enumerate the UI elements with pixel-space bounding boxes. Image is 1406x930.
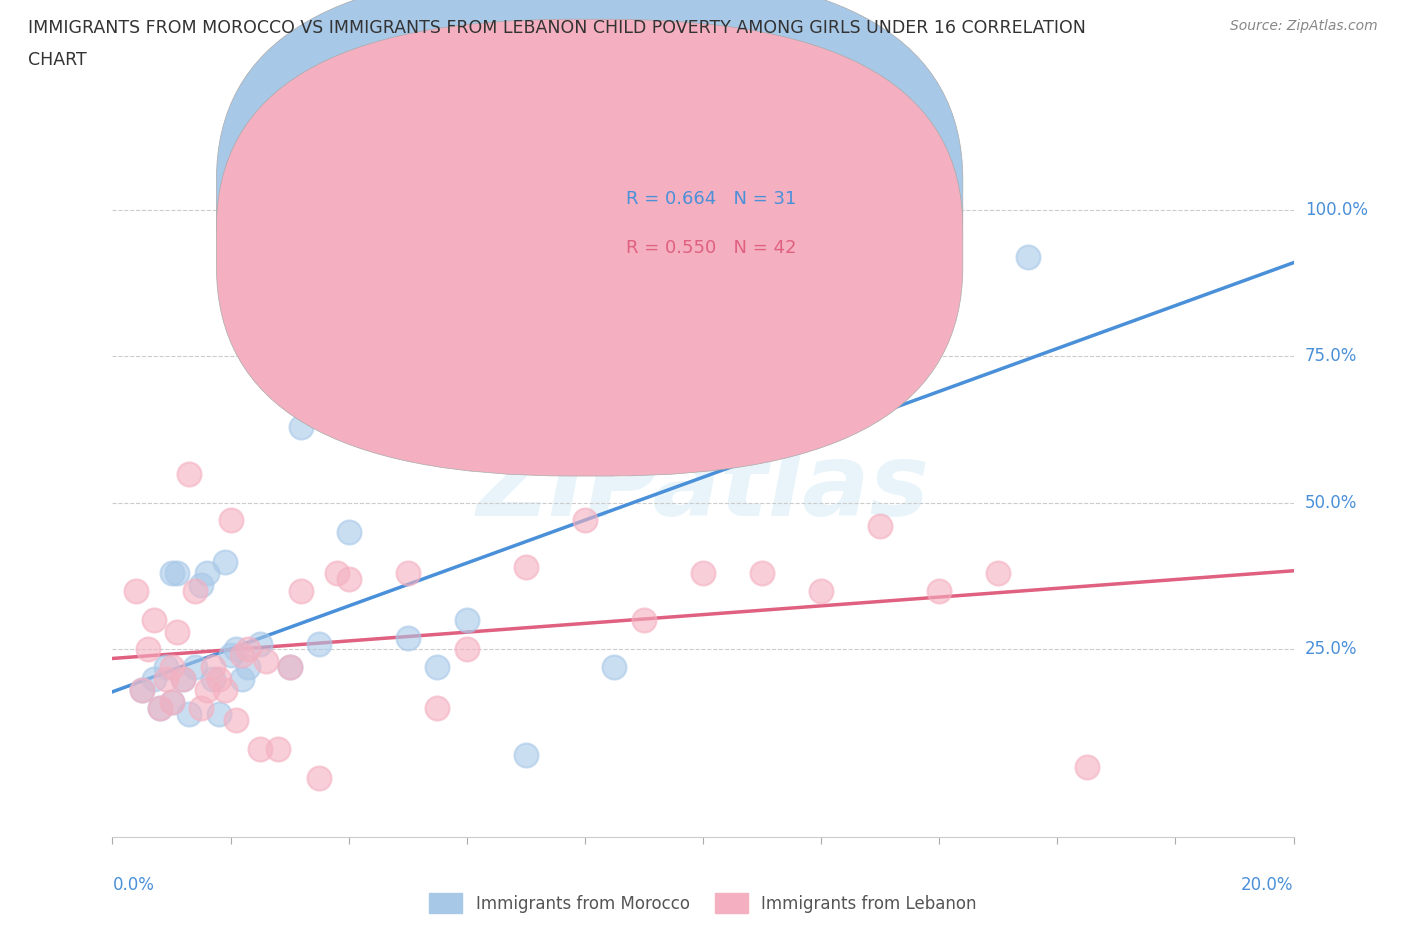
Text: CHART: CHART [28,51,87,69]
Point [166,624,188,639]
Point [190,578,212,592]
Point [238,659,260,674]
Point [928,583,950,598]
Point [225,712,247,727]
Point [337,525,360,539]
Point [184,659,207,674]
Point [574,513,596,528]
Point [254,654,277,669]
Point [751,565,773,580]
Point [201,671,224,686]
Point [308,771,330,786]
Text: 100.0%: 100.0% [1305,201,1368,219]
Text: 0.0%: 0.0% [112,876,155,894]
Point [426,700,449,715]
Point [131,683,153,698]
Point [231,671,253,686]
Point [267,741,290,756]
Point [172,671,194,686]
FancyBboxPatch shape [217,0,963,427]
Point [149,700,172,715]
Point [603,659,626,674]
Point [208,707,231,722]
Point [810,302,832,317]
Legend: Immigrants from Morocco, Immigrants from Lebanon: Immigrants from Morocco, Immigrants from… [422,887,984,920]
Point [190,700,212,715]
Point [278,659,301,674]
Point [456,642,478,657]
Point [214,554,236,569]
Text: 25.0%: 25.0% [1305,641,1357,658]
Point [179,466,201,481]
Point [136,642,159,657]
Point [238,642,260,657]
Point [633,613,655,628]
Point [396,631,419,645]
Text: IMMIGRANTS FROM MOROCCO VS IMMIGRANTS FROM LEBANON CHILD POVERTY AMONG GIRLS UND: IMMIGRANTS FROM MOROCCO VS IMMIGRANTS FR… [28,19,1085,36]
Point [166,565,188,580]
Point [195,565,218,580]
Point [155,671,177,686]
Point [160,695,183,710]
Point [308,636,330,651]
Point [278,659,301,674]
Text: R = 0.664   N = 31: R = 0.664 N = 31 [626,190,797,207]
Point [155,659,177,674]
Point [214,683,236,698]
Point [225,642,247,657]
Point [125,583,148,598]
Point [160,659,183,674]
Text: 20.0%: 20.0% [1241,876,1294,894]
Point [184,583,207,598]
Point [201,659,224,674]
Text: ZIPatlas: ZIPatlas [477,440,929,537]
Point [142,671,165,686]
Point [179,707,201,722]
Point [219,513,242,528]
Point [396,565,419,580]
Point [249,636,271,651]
Point [426,659,449,674]
Point [337,572,360,587]
Point [326,565,349,580]
Point [692,565,714,580]
Text: R = 0.550   N = 42: R = 0.550 N = 42 [626,239,797,257]
Point [515,748,537,763]
Point [172,671,194,686]
Point [290,419,312,434]
FancyBboxPatch shape [217,20,963,476]
Point [208,671,231,686]
Point [219,648,242,663]
Point [1076,759,1098,774]
Point [987,565,1010,580]
Point [1017,249,1039,264]
Point [231,648,253,663]
Point [515,560,537,575]
Point [456,613,478,628]
Text: Source: ZipAtlas.com: Source: ZipAtlas.com [1230,19,1378,33]
Point [131,683,153,698]
Text: 50.0%: 50.0% [1305,494,1357,512]
Point [160,695,183,710]
Point [810,583,832,598]
Point [160,565,183,580]
Point [142,613,165,628]
Point [195,683,218,698]
Point [249,741,271,756]
Point [290,583,312,598]
Text: 75.0%: 75.0% [1305,348,1357,365]
FancyBboxPatch shape [544,153,921,279]
Point [869,519,891,534]
Point [149,700,172,715]
